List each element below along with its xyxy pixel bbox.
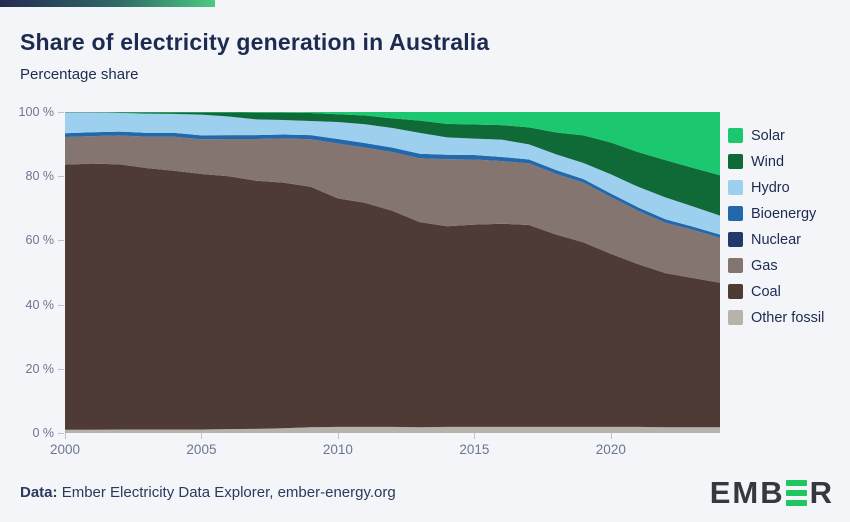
x-axis-tick [65,433,66,439]
accent-gradient-bar [0,0,215,7]
legend-item-bioenergy: Bioenergy [728,206,838,222]
chart-plot-area [65,112,720,433]
x-axis-tick [474,433,476,439]
legend-item-coal: Coal [728,284,838,300]
legend-swatch-solar [728,128,743,143]
legend-swatch-coal [728,284,743,299]
footer-credit: Data: Ember Electricity Data Explorer, e… [20,484,396,501]
x-axis-tick [201,433,203,439]
footer-credit-label: Data: [20,484,58,501]
area-hydro [65,112,720,235]
legend-item-other-fossil: Other fossil [728,310,838,326]
x-axis-tick [337,433,339,439]
legend-label: Coal [751,284,781,300]
area-wind [65,112,720,216]
ember-logo-text-right: R [809,475,834,510]
x-axis-label-2010: 2010 [322,442,353,457]
legend-swatch-bioenergy [728,206,743,221]
legend-swatch-other-fossil [728,310,743,325]
y-axis-tick [58,304,64,306]
ember-logo-bars-icon [785,478,807,508]
area-bioenergy [65,131,720,238]
stacked-area-chart [65,112,720,433]
page-subtitle: Percentage share [20,66,139,83]
legend-swatch-hydro [728,180,743,195]
y-axis-tick [58,112,64,113]
x-axis-label-2015: 2015 [459,442,490,457]
y-axis-label-80: 80 % [25,169,55,184]
legend-label: Hydro [751,180,790,196]
area-other-fossil [65,426,720,433]
legend-item-hydro: Hydro [728,180,838,196]
y-axis-tick [58,240,64,242]
legend-swatch-gas [728,258,743,273]
legend-label: Solar [751,128,785,144]
legend-item-nuclear: Nuclear [728,232,838,248]
footer-credit-text: Ember Electricity Data Explorer, ember-e… [61,484,396,501]
legend-label: Wind [751,154,785,170]
page-title: Share of electricity generation in Austr… [20,29,490,55]
x-axis-label-2000: 2000 [49,442,81,457]
y-axis-tick [58,368,64,370]
x-axis-tick [610,433,612,439]
area-coal [65,163,720,430]
legend-swatch-nuclear [728,232,743,247]
y-axis-label-40: 40 % [25,297,55,312]
x-axis-label-2020: 2020 [595,442,626,457]
legend-label: Bioenergy [751,206,817,222]
legend-label: Nuclear [751,232,801,248]
ember-logo: EMB R [710,476,834,510]
ember-logo-text-left: EMB [709,475,785,510]
legend-item-solar: Solar [728,128,838,144]
chart-legend: Solar Wind Hydro Bioenergy Nuclear Gas Coal Oth… [728,128,838,336]
y-axis-label-0: 0 % [32,426,54,440]
legend-label: Gas [751,258,778,274]
legend-label: Other fossil [751,310,825,326]
area-gas [65,135,720,283]
legend-swatch-wind [728,154,743,169]
y-axis-tick [58,433,64,434]
legend-item-gas: Gas [728,258,838,274]
y-axis-label-60: 60 % [25,233,55,248]
y-axis-label-20: 20 % [25,361,55,376]
y-axis-tick [58,176,64,178]
x-axis-label-2005: 2005 [186,442,217,457]
area-solar [65,112,720,176]
legend-item-wind: Wind [728,154,838,170]
y-axis-label-100: 100 % [18,105,54,119]
